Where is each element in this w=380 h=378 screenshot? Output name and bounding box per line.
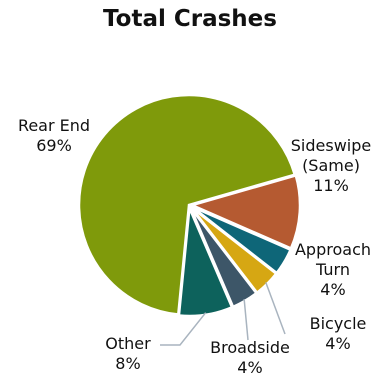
slice-name-broadside: Broadside	[210, 338, 290, 357]
slice-percent-broadside: 4%	[237, 358, 263, 377]
slice-label-other: Other 8%	[98, 334, 158, 374]
pie-slice-sideswipe-same	[188, 173, 302, 251]
slice-label-approach-turn: Approach Turn 4%	[286, 240, 380, 300]
slice-label-broadside: Broadside 4%	[200, 338, 300, 378]
slice-percent-bicycle: 4%	[325, 334, 351, 353]
chart-title: Total Crashes	[103, 6, 277, 32]
slice-percent-approach: 4%	[320, 280, 346, 299]
slice-percent-sideswipe: 11%	[313, 176, 349, 195]
leader-line-broadside	[243, 298, 249, 341]
slice-name-sideswipe-line1: Sideswipe	[290, 136, 372, 155]
slice-name-sideswipe-line2: (Same)	[302, 156, 360, 175]
slice-name-approach-line2: Turn	[316, 260, 350, 279]
slice-label-bicycle: Bicycle 4%	[300, 314, 376, 354]
slice-percent-rear-end: 69%	[36, 136, 72, 155]
slice-percent-other: 8%	[115, 354, 141, 373]
leader-line-other	[160, 312, 207, 346]
pie-slice-other	[177, 207, 234, 318]
pie-slice-rear-end	[77, 93, 297, 316]
slice-label-sideswipe-same: Sideswipe (Same) 11%	[284, 136, 378, 196]
slice-label-rear-end: Rear End 69%	[8, 116, 100, 156]
slice-name-rear-end: Rear End	[17, 116, 91, 135]
slice-name-approach-line1: Approach	[294, 240, 371, 259]
slice-name-other: Other	[105, 334, 151, 353]
slice-name-bicycle: Bicycle	[309, 314, 367, 333]
leader-line-bicycle	[265, 282, 286, 335]
